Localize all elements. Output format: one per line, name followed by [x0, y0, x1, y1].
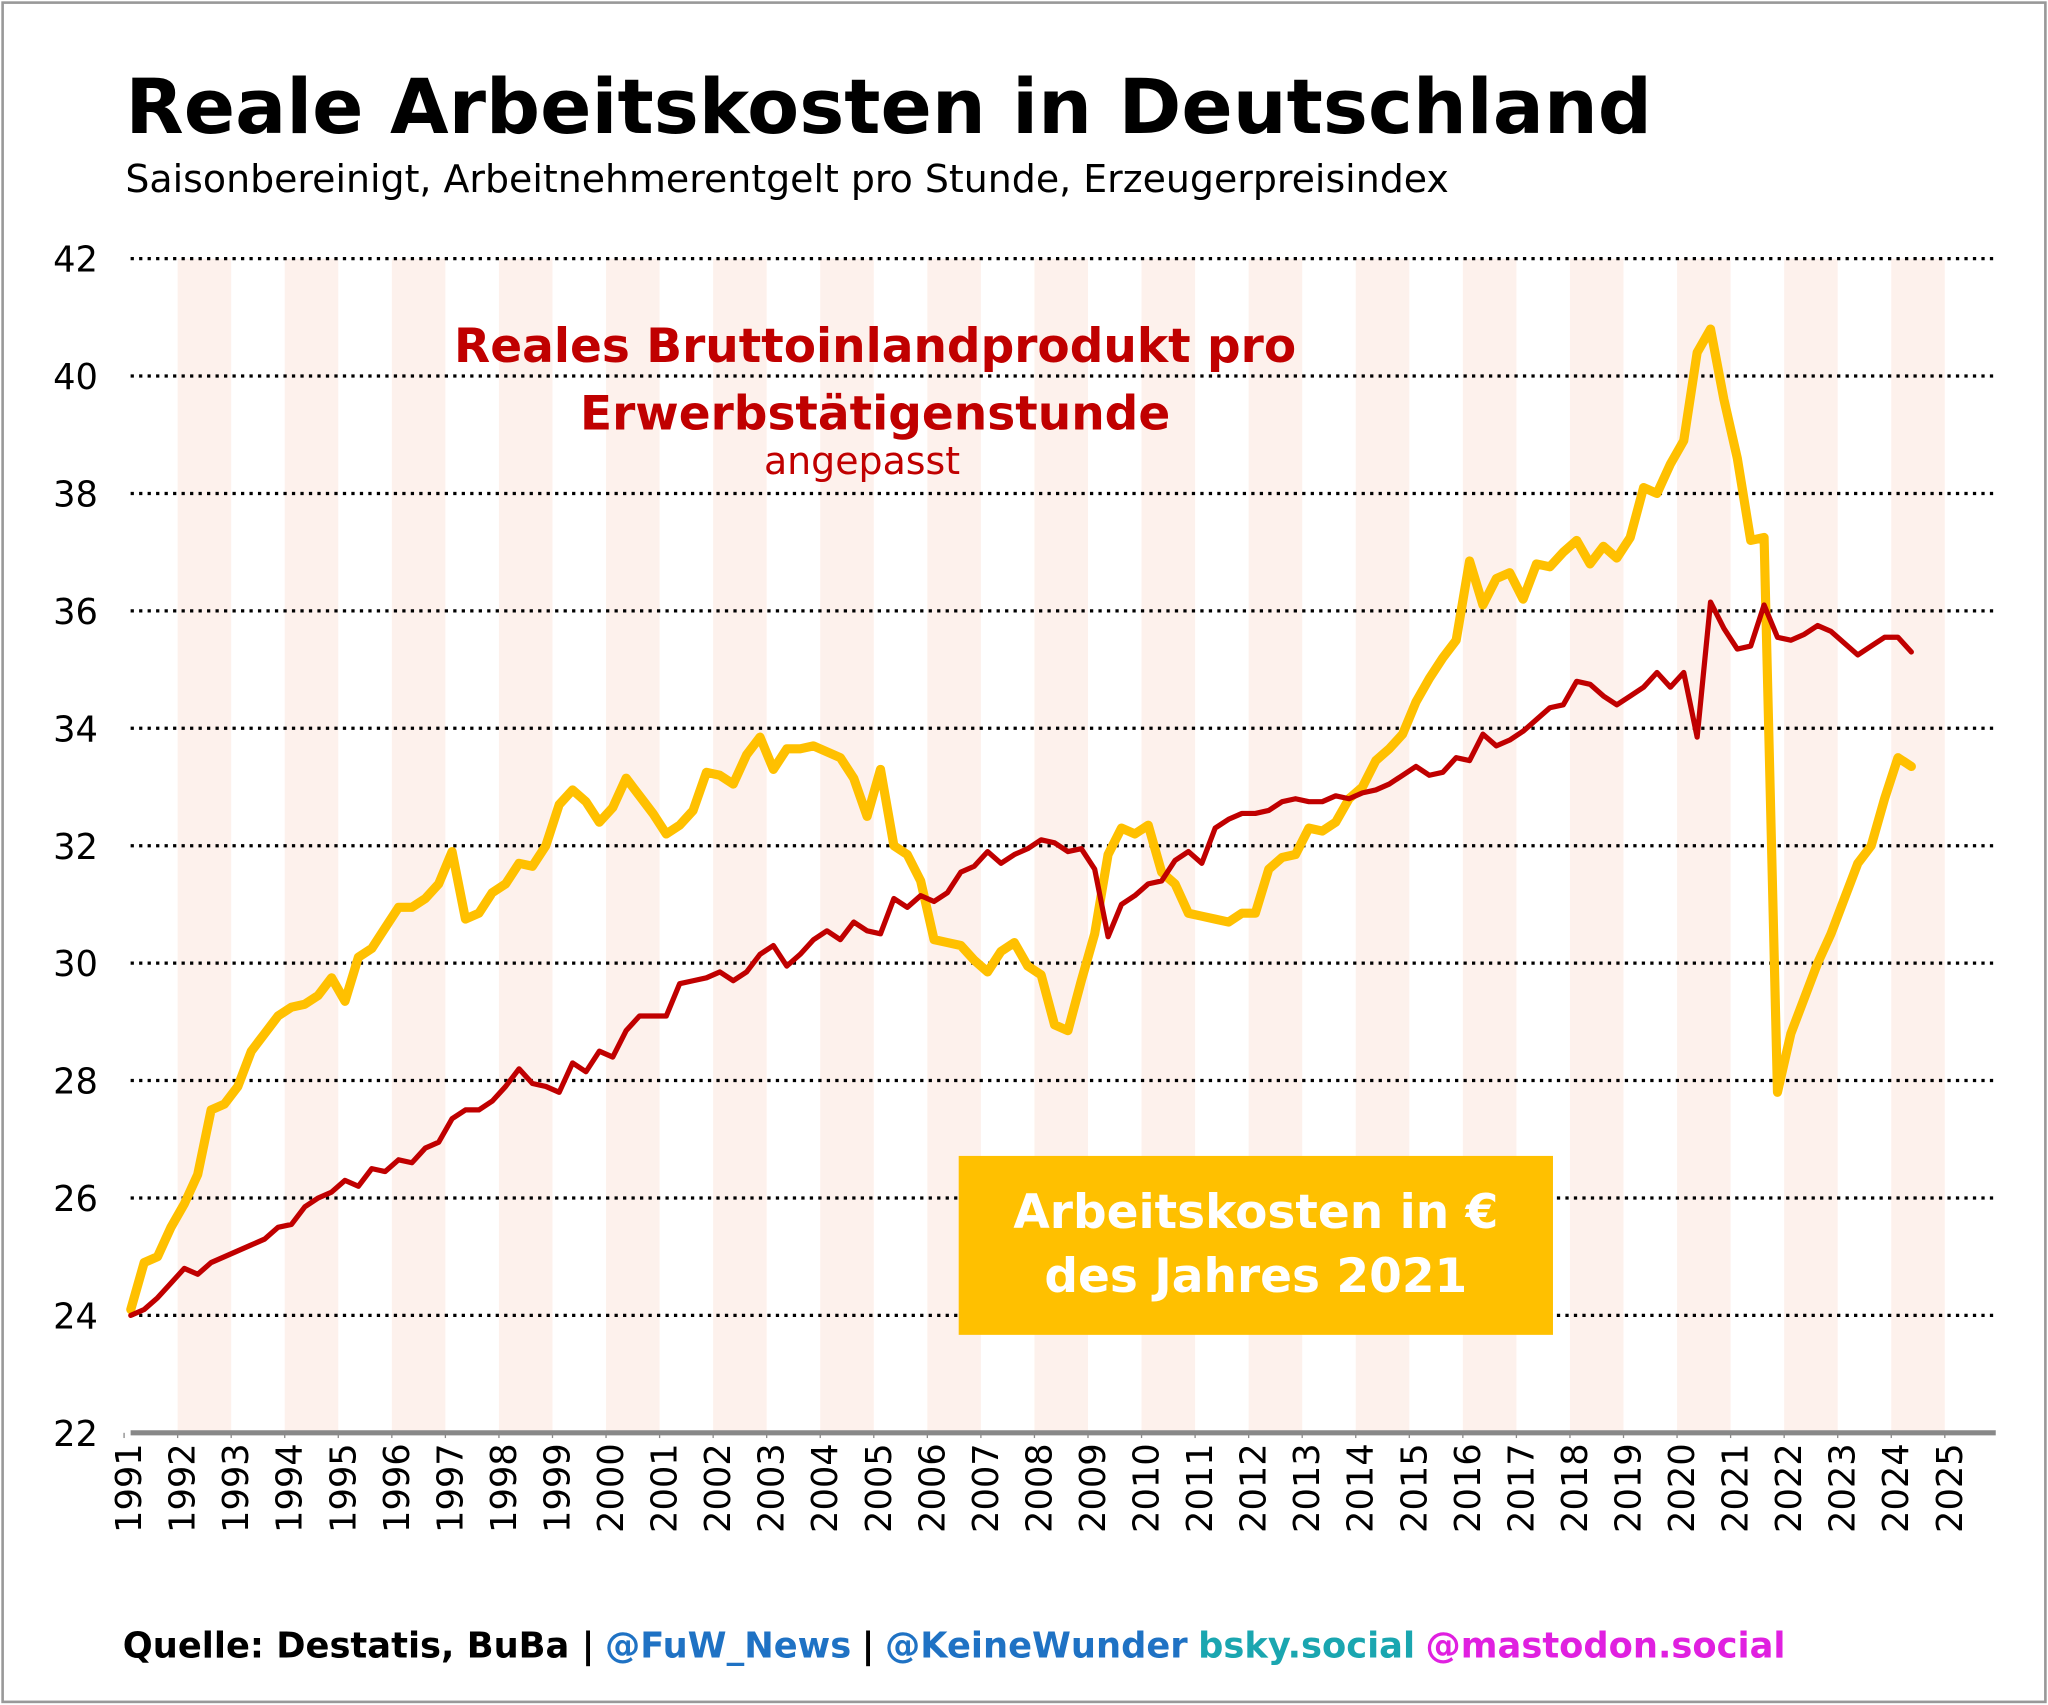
x-tick-label: 2020 — [1662, 1443, 1703, 1533]
x-tick-label: 2013 — [1287, 1443, 1328, 1533]
y-tick-label: 42 — [53, 240, 98, 281]
x-tick-label: 2017 — [1501, 1443, 1542, 1533]
x-tick-label: 1995 — [323, 1443, 364, 1533]
x-tick-label: 1991 — [109, 1443, 150, 1533]
year-stripe — [713, 258, 767, 1433]
y-tick-label: 32 — [53, 827, 98, 868]
source-part: @FuW_News — [604, 1626, 852, 1667]
x-tick-label: 2000 — [591, 1443, 632, 1533]
x-tick-label: 2004 — [805, 1443, 846, 1533]
series-line — [128, 599, 1914, 1319]
x-tick-label: 2009 — [1073, 1443, 1114, 1533]
x-tick-label: 2011 — [1180, 1443, 1221, 1533]
x-tick-label: 2005 — [859, 1443, 900, 1533]
x-tick-label: 2001 — [645, 1443, 686, 1533]
series-note: angepasst — [763, 438, 961, 484]
y-tick-label: 24 — [53, 1296, 98, 1337]
x-tick-label: 2003 — [752, 1443, 793, 1533]
series-label: Arbeitskosten in € des Jahres 2021 — [1013, 1185, 1499, 1303]
x-tick-label: 2010 — [1127, 1443, 1168, 1533]
source-part: @KeineWunder — [885, 1626, 1188, 1667]
x-tick-label: 1998 — [484, 1443, 525, 1533]
y-tick-label: 30 — [53, 944, 98, 985]
chart-title: Reale Arbeitskosten in Deutschland — [125, 62, 1653, 152]
source-part: @mastodon.social — [1425, 1626, 1786, 1667]
y-tick-label: 34 — [53, 709, 98, 750]
x-tick-label: 1997 — [430, 1443, 471, 1533]
x-tick-label: 2016 — [1448, 1443, 1489, 1533]
y-tick-label: 22 — [53, 1414, 98, 1455]
x-tick-label: 2025 — [1930, 1443, 1971, 1533]
series-line — [126, 324, 1916, 1315]
x-tick-label: 1993 — [216, 1443, 257, 1533]
x-tick-label: 2012 — [1234, 1443, 1275, 1533]
x-tick-label: 2021 — [1716, 1443, 1757, 1533]
y-tick-label: 36 — [53, 592, 98, 633]
x-tick-label: 2022 — [1769, 1443, 1810, 1533]
x-tick-label: 2023 — [1823, 1443, 1864, 1533]
y-tick-label: 28 — [53, 1062, 98, 1103]
x-tick-label: 2018 — [1555, 1443, 1596, 1533]
x-tick-label: 2024 — [1876, 1443, 1917, 1533]
x-tick-label: 1992 — [163, 1443, 204, 1533]
y-tick-label: 40 — [53, 357, 98, 398]
series-label-box: Arbeitskosten in € des Jahres 2021 — [958, 1155, 1553, 1335]
y-tick-label: 26 — [53, 1179, 98, 1220]
y-tick-label: 38 — [53, 475, 98, 516]
chart-subtitle: Saisonbereinigt, Arbeitnehmerentgelt pro… — [125, 156, 1449, 202]
source-part: bsky.social — [1198, 1626, 1416, 1667]
source-part: Quelle: Destatis, BuBa | — [122, 1626, 595, 1667]
year-stripe — [1891, 258, 1945, 1433]
series-label: Reales Bruttoinlandprodukt pro Erwerbstä… — [454, 319, 1297, 442]
source: Quelle: Destatis, BuBa | @FuW_News | @Keine… — [123, 1626, 1796, 1666]
x-tick-label: 2006 — [912, 1443, 953, 1533]
source-part: | — [861, 1626, 875, 1667]
year-stripe — [177, 258, 232, 1433]
x-tick-label: 1999 — [537, 1443, 578, 1533]
x-tick-label: 2015 — [1394, 1443, 1435, 1533]
x-tick-label: 2019 — [1608, 1443, 1649, 1533]
year-stripe — [1569, 258, 1624, 1433]
x-tick-label: 2002 — [698, 1443, 739, 1533]
x-tick-label: 2014 — [1341, 1443, 1382, 1533]
x-tick-label: 1996 — [377, 1443, 418, 1533]
x-tick-label: 2008 — [1019, 1443, 1060, 1533]
x-tick-label: 2007 — [966, 1443, 1007, 1533]
x-tick-label: 1994 — [270, 1443, 311, 1533]
